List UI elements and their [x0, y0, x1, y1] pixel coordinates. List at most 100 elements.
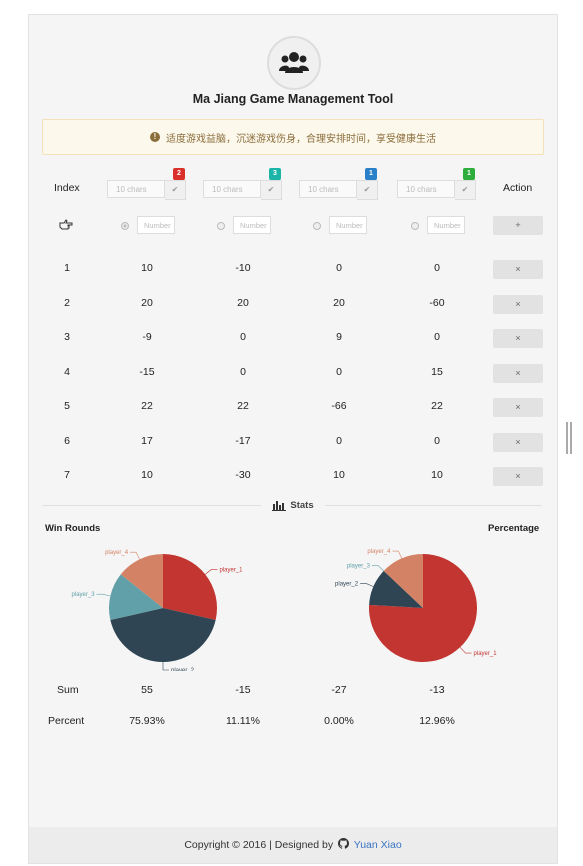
delete-round-button[interactable]: × — [493, 260, 543, 279]
winner-radio[interactable] — [313, 222, 321, 230]
score-cell: 22 — [431, 400, 443, 412]
bar-chart-icon — [272, 500, 287, 511]
app-card: Ma Jiang Game Management Tool ! 适度游戏益脑，沉… — [28, 14, 558, 864]
row-index: 5 — [64, 400, 70, 412]
pie-leader-line — [371, 565, 384, 572]
player-name-input[interactable]: 10 chars — [107, 180, 165, 198]
score-cell: 22 — [237, 400, 249, 412]
pie-slice-player_1[interactable] — [163, 554, 217, 621]
users-logo-icon — [267, 36, 321, 90]
delete-round-button[interactable]: × — [493, 363, 543, 383]
pie-leader-line — [162, 662, 169, 671]
pie-leader-line — [205, 569, 218, 575]
win-rounds-title: Win Rounds — [45, 523, 101, 534]
sum-label: Sum — [57, 684, 79, 696]
score-cell: -10 — [235, 262, 251, 274]
row-index: 4 — [64, 365, 70, 378]
add-round-button[interactable]: + — [493, 216, 543, 235]
win-count-badge: 2 — [173, 168, 185, 180]
score-input[interactable]: Number — [427, 216, 465, 234]
winner-radio[interactable] — [121, 222, 129, 230]
pie-slice-player_3[interactable] — [109, 574, 163, 621]
percentage-pie-chart: player_1 player_2 player_3 player_4 — [335, 549, 498, 662]
score-cell: 0 — [240, 365, 246, 378]
sum-value: -27 — [331, 684, 347, 696]
author-link[interactable]: Yuan Xiao — [353, 839, 402, 851]
percent-value: 12.96% — [419, 715, 455, 727]
score-cell: 0 — [240, 331, 246, 343]
check-icon[interactable]: ✔ — [165, 180, 186, 200]
player-name-field-2: 10 chars ✔ 3 — [203, 168, 283, 200]
pie-slice-player_2[interactable] — [110, 608, 216, 662]
check-icon[interactable]: ✔ — [455, 180, 476, 200]
score-cell: 0 — [336, 262, 342, 274]
pie-slice-player_4[interactable] — [120, 554, 163, 608]
check-icon[interactable]: ✔ — [357, 180, 378, 200]
score-cell: 0 — [434, 262, 440, 274]
player-name-field-1: 10 chars ✔ 2 — [107, 168, 187, 200]
action-header: Action — [503, 182, 533, 194]
stats-heading: Stats — [261, 497, 325, 513]
win-count-badge: 1 — [463, 168, 475, 180]
copyright-text: Copyright © 2016 | Designed by — [184, 839, 334, 851]
score-input[interactable]: Number — [329, 216, 367, 234]
percentage-title: Percentage — [488, 523, 540, 534]
row-index: 2 — [64, 296, 70, 309]
win-count-badge: 3 — [269, 168, 281, 180]
pie-label: player_4 — [367, 549, 391, 555]
alert-text: 适度游戏益脑，沉迷游戏伤身，合理安排时间，享受健康生活 — [166, 133, 436, 145]
score-cell: 20 — [237, 296, 249, 309]
row-index: 3 — [64, 331, 70, 343]
score-input[interactable]: Number — [233, 216, 271, 234]
sum-value: -15 — [235, 684, 251, 696]
win-count-badge: 1 — [365, 168, 377, 180]
footer: Copyright © 2016 | Designed by Yuan Xiao — [29, 827, 557, 863]
pie-leader-line — [96, 593, 111, 597]
percent-label: Percent — [48, 715, 85, 727]
score-cell: 0 — [336, 365, 342, 378]
pie-leader-line — [130, 551, 140, 560]
pie-leader-line — [459, 647, 472, 654]
score-cell: -9 — [142, 331, 152, 343]
delete-round-button[interactable]: × — [493, 294, 543, 314]
score-cell: 17 — [141, 434, 153, 447]
winner-radio[interactable] — [411, 222, 419, 230]
score-cell: 20 — [141, 296, 153, 309]
delete-round-button[interactable]: × — [493, 329, 543, 348]
pie-leader-line — [392, 550, 402, 559]
score-cell: 15 — [431, 365, 443, 378]
player-name-input[interactable]: 10 chars — [397, 180, 455, 198]
winner-radio[interactable] — [217, 222, 225, 230]
pie-label: player_1 — [474, 651, 498, 657]
score-cell: 10 — [333, 469, 345, 481]
score-cell: 9 — [336, 331, 342, 343]
pie-slice-player_4[interactable] — [383, 554, 423, 608]
player-name-input[interactable]: 10 chars — [203, 180, 261, 198]
exclamation-circle-icon: ! — [150, 132, 160, 142]
row-index: 1 — [64, 262, 70, 274]
health-alert: ! 适度游戏益脑，沉迷游戏伤身，合理安排时间，享受健康生活 — [42, 119, 544, 155]
row-index: 7 — [64, 469, 70, 481]
scrollbar-handle[interactable] — [566, 422, 572, 454]
score-input[interactable]: Number — [137, 216, 175, 234]
pie-slice-player_2[interactable] — [369, 570, 423, 608]
score-cell: 20 — [333, 296, 345, 309]
score-cell: -60 — [429, 296, 445, 309]
percent-value: 75.93% — [129, 715, 165, 727]
player-name-field-4: 10 chars ✔ 1 — [397, 168, 477, 200]
player-name-input[interactable]: 10 chars — [299, 180, 357, 198]
hand-point-right-icon — [59, 218, 73, 232]
score-cell: 0 — [434, 331, 440, 343]
pie-label: player_2 — [335, 581, 359, 587]
score-cell: 0 — [336, 434, 342, 447]
delete-round-button[interactable]: × — [493, 398, 543, 417]
row-index: 6 — [64, 434, 70, 447]
pie-label: player_3 — [347, 563, 371, 569]
score-cell: 22 — [141, 400, 153, 412]
delete-round-button[interactable]: × — [493, 467, 543, 486]
github-icon — [338, 838, 350, 849]
player-name-field-3: 10 chars ✔ 1 — [299, 168, 379, 200]
delete-round-button[interactable]: × — [493, 432, 543, 452]
score-cell: 10 — [431, 469, 443, 481]
check-icon[interactable]: ✔ — [261, 180, 282, 200]
